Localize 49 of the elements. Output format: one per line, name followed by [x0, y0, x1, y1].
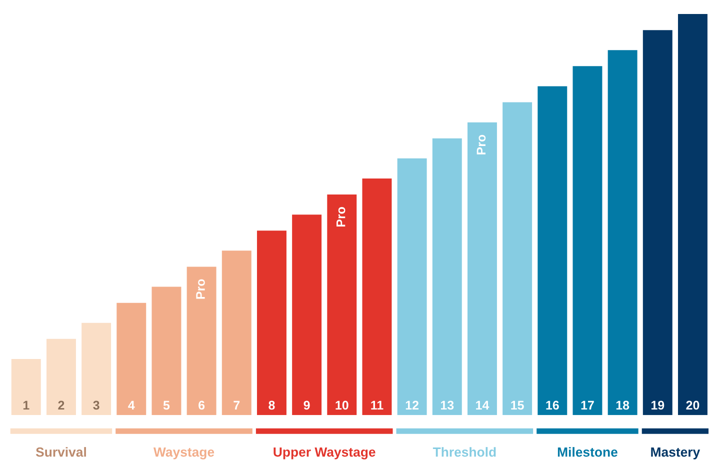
bar — [46, 338, 76, 416]
bar — [642, 30, 672, 416]
text: Threshold — [432, 447, 496, 457]
bar — [152, 286, 182, 416]
bar — [292, 214, 322, 416]
x-tick-label: 12 — [406, 400, 419, 410]
text: Milestone — [558, 447, 618, 457]
text: Mastery — [651, 448, 700, 460]
bar — [538, 86, 568, 416]
x-tick-label: 3 — [93, 400, 100, 410]
bar — [432, 138, 462, 416]
x-tick-label: 17 — [581, 400, 594, 410]
bar — [82, 322, 112, 416]
bar — [362, 178, 392, 416]
x-tick-label: 11 — [371, 400, 384, 410]
x-tick-label: 16 — [546, 400, 559, 410]
bar — [256, 230, 286, 416]
x-tick-label: 1 — [23, 400, 30, 410]
x-tick-label: 13 — [440, 400, 454, 410]
bar — [116, 302, 146, 416]
x-tick-label: 6 — [198, 400, 205, 410]
x-tick-label: 2 — [58, 400, 64, 410]
annotation: Pro — [476, 134, 486, 154]
annotation: Pro — [336, 207, 346, 227]
annotation: Pro — [196, 279, 205, 299]
x-tick-label: 14 — [476, 400, 490, 410]
x-tick-label: 10 — [336, 400, 348, 410]
x-tick-label: 5 — [163, 400, 170, 410]
text: Survival — [36, 447, 86, 457]
bar — [608, 50, 638, 416]
bar — [11, 358, 41, 416]
x-tick-label: 19 — [651, 400, 664, 410]
x-tick-label: 15 — [511, 400, 524, 410]
bar — [397, 158, 427, 416]
bar — [467, 122, 497, 416]
text: Upper Waystage — [274, 447, 376, 460]
bar — [572, 66, 602, 416]
bar — [186, 266, 216, 416]
bar — [502, 102, 532, 416]
x-tick-label: 7 — [234, 400, 240, 410]
text: Waystage — [153, 447, 214, 460]
x-tick-label: 9 — [304, 400, 310, 410]
bar — [222, 250, 252, 416]
x-tick-label: 8 — [268, 400, 275, 410]
x-tick-label: 4 — [128, 400, 135, 410]
bar — [327, 194, 357, 416]
bar — [678, 14, 708, 416]
x-tick-label: 18 — [616, 400, 630, 410]
x-tick-label: 20 — [686, 400, 700, 410]
